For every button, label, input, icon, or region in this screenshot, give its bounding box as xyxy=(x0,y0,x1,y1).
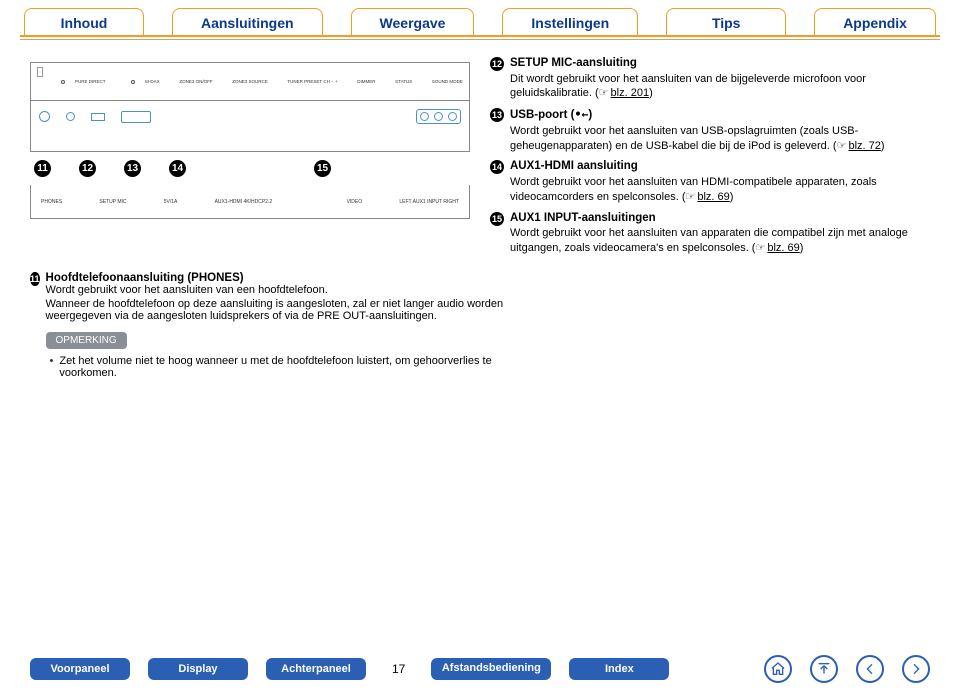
tab-appendix[interactable]: Appendix xyxy=(814,8,936,35)
divider-thin xyxy=(20,39,940,40)
item-13-title: USB-poort (•←) xyxy=(510,107,930,124)
link-blz-201[interactable]: ☞blz. 201 xyxy=(599,86,649,101)
link-blz-72[interactable]: ☞blz. 72 xyxy=(837,139,881,154)
item-15: 15 AUX1 INPUT-aansluitingen Wordt gebrui… xyxy=(490,211,930,256)
main-content: PURE DIRECT M-DAX ZONE3 ON/OFF ZONE3 SOU… xyxy=(0,50,960,262)
section-11: 11 Hoofdtelefoonaansluiting (PHONES) Wor… xyxy=(0,262,560,379)
tab-inhoud[interactable]: Inhoud xyxy=(24,8,144,35)
bottom-nav: Voorpaneel Display Achterpaneel 17 Afsta… xyxy=(0,655,960,683)
link-blz-69-a[interactable]: ☞blz. 69 xyxy=(686,190,730,205)
item-14: 14 AUX1-HDMI aansluiting Wordt gebruikt … xyxy=(490,159,930,204)
item-15-title: AUX1 INPUT-aansluitingen xyxy=(510,211,930,227)
panel-port-strip xyxy=(30,100,470,152)
panel-top-strip: PURE DIRECT M-DAX ZONE3 ON/OFF ZONE3 SOU… xyxy=(30,62,470,100)
btn-voorpaneel[interactable]: Voorpaneel xyxy=(30,658,130,680)
callout-14: 14 xyxy=(169,160,186,177)
btn-display[interactable]: Display xyxy=(148,658,248,680)
badge-11: 11 xyxy=(30,272,40,286)
callout-13: 13 xyxy=(124,160,141,177)
badge-15: 15 xyxy=(490,212,504,226)
item-14-title: AUX1-HDMI aansluiting xyxy=(510,159,930,175)
setup-mic-jack-icon xyxy=(66,112,75,121)
callout-15: 15 xyxy=(314,160,331,177)
section-11-p1: Wordt gebruikt voor het aansluiten van e… xyxy=(46,284,530,296)
panel-callouts: 11 12 13 14 15 xyxy=(30,152,470,185)
item-14-body: Wordt gebruikt voor het aansluiten van H… xyxy=(510,175,930,205)
btn-achterpaneel[interactable]: Achterpaneel xyxy=(266,658,366,680)
badge-13: 13 xyxy=(490,108,504,122)
usb-port-icon xyxy=(91,113,105,121)
item-13-body: Wordt gebruikt voor het aansluiten van U… xyxy=(510,124,930,154)
prev-icon[interactable] xyxy=(856,655,884,683)
tab-aansluitingen[interactable]: Aansluitingen xyxy=(172,8,323,35)
usb-symbol-icon: •← xyxy=(575,107,589,121)
section-11-title: Hoofdtelefoonaansluiting (PHONES) xyxy=(46,272,244,284)
badge-12: 12 xyxy=(490,57,504,71)
item-13: 13 USB-poort (•←) Wordt gebruikt voor he… xyxy=(490,107,930,153)
phones-jack-icon xyxy=(39,111,50,122)
aux-input-group-icon xyxy=(416,109,461,124)
descriptions-column: 12 SETUP MIC-aansluiting Dit wordt gebru… xyxy=(490,56,930,262)
notice-text: Zet het volume niet te hoog wanneer u me… xyxy=(46,355,530,379)
tab-instellingen[interactable]: Instellingen xyxy=(502,8,638,35)
hdmi-port-icon xyxy=(121,111,151,123)
tab-weergave[interactable]: Weergave xyxy=(351,8,475,35)
badge-14: 14 xyxy=(490,160,504,174)
next-icon[interactable] xyxy=(902,655,930,683)
panel-column: PURE DIRECT M-DAX ZONE3 ON/OFF ZONE3 SOU… xyxy=(30,56,470,262)
item-12: 12 SETUP MIC-aansluiting Dit wordt gebru… xyxy=(490,56,930,101)
link-blz-69-b[interactable]: ☞blz. 69 xyxy=(755,241,799,256)
btn-index[interactable]: Index xyxy=(569,658,669,680)
top-nav: Inhoud Aansluitingen Weergave Instelling… xyxy=(0,0,960,35)
page-number: 17 xyxy=(384,662,413,676)
tab-tips[interactable]: Tips xyxy=(666,8,786,35)
section-11-p2: Wanneer de hoofdtelefoon op deze aanslui… xyxy=(46,298,530,322)
item-15-body: Wordt gebruikt voor het aansluiten van a… xyxy=(510,226,930,256)
home-icon[interactable] xyxy=(764,655,792,683)
notice-label: OPMERKING xyxy=(46,332,127,349)
btn-afstandsbediening[interactable]: Afstandsbediening xyxy=(431,658,551,680)
item-12-body: Dit wordt gebruikt voor het aansluiten v… xyxy=(510,72,930,102)
divider-accent xyxy=(20,35,940,37)
callout-11: 11 xyxy=(34,160,51,177)
panel-bottom-labels: PHONES SETUP MIC 5V/1A AUX1-HDMI 4K/HDCP… xyxy=(30,185,470,219)
back-top-icon[interactable] xyxy=(810,655,838,683)
item-12-title: SETUP MIC-aansluiting xyxy=(510,56,930,72)
callout-12: 12 xyxy=(79,160,96,177)
